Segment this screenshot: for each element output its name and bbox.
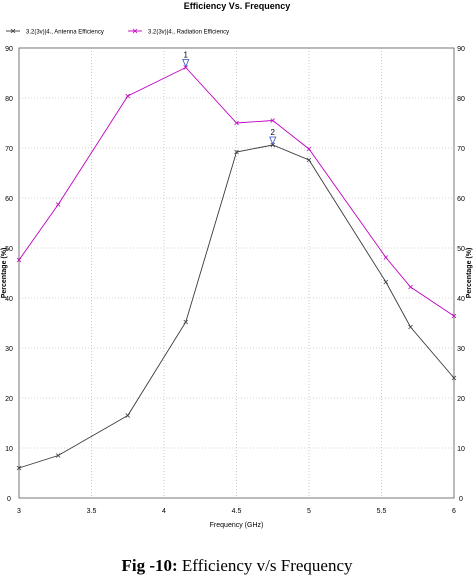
x-tick-label: 4.5 <box>232 508 242 515</box>
data-point-series-1 <box>16 465 22 471</box>
data-point-series-1 <box>451 375 457 381</box>
y-tick-label-left: 80 <box>5 96 13 103</box>
y-tick-label-right: 30 <box>457 346 465 353</box>
y-tick-label-left: 0 <box>7 496 11 503</box>
x-tick-label: 5.5 <box>377 508 387 515</box>
x-tick-label: 6 <box>452 508 456 515</box>
data-point-series-2 <box>306 146 312 152</box>
y-tick-label-right: 40 <box>457 296 465 303</box>
data-point-series-1 <box>306 157 312 163</box>
x-tick-label: 5 <box>307 508 311 515</box>
y-tick-label-right: 50 <box>457 246 465 253</box>
chart-title: Efficiency Vs. Frequency <box>183 1 291 11</box>
y-tick-label-left: 90 <box>5 46 13 53</box>
y-tick-label-right: 80 <box>457 96 465 103</box>
legend-label-2: 3.2(3v)|4., Radiation Efficiency <box>148 30 229 36</box>
data-point-series-1 <box>408 324 413 330</box>
efficiency-chart: 0 0 10 10 20 20 30 30 40 40 50 50 60 60 70 70 80 80 90 90 3 3… <box>1 28 473 529</box>
data-point-series-2 <box>125 93 131 99</box>
data-point-series-1 <box>125 413 131 418</box>
y-axis-label-left: Percentage (%) <box>1 248 8 299</box>
x-tick-label: 3 <box>17 508 21 515</box>
marker-label: 2 <box>271 128 276 137</box>
y-tick-label-right: 90 <box>457 46 465 53</box>
data-point-series-2 <box>451 313 457 319</box>
y-tick-label-left: 10 <box>5 446 13 453</box>
y-tick-label-right: 0 <box>459 496 463 503</box>
y-tick-label-left: 20 <box>5 396 13 403</box>
y-tick-label-left: 30 <box>5 346 13 353</box>
y-tick-label-left: 70 <box>5 146 13 153</box>
x-tick-label: 3.5 <box>87 508 97 515</box>
data-point-series-1 <box>55 453 61 458</box>
y-tick-label-left: 60 <box>5 196 13 203</box>
data-point-series-2 <box>408 284 413 290</box>
legend-marker-2 <box>132 28 138 34</box>
data-point-series-1 <box>383 279 389 285</box>
y-tick-label-right: 70 <box>457 146 465 153</box>
data-point-series-2 <box>234 120 239 126</box>
data-point-series-2 <box>383 255 389 260</box>
caption-prefix: Fig -10: <box>121 556 178 575</box>
x-axis-label: Frequency (GHz) <box>210 522 264 529</box>
figure-caption: Fig -10: Efficiency v/s Frequency <box>0 556 474 576</box>
data-point-series-1 <box>183 319 189 325</box>
legend-label-1: 3.2(3v)|4., Antenna Efficiency <box>26 30 104 36</box>
y-axis-label-right: Percentage (%) <box>466 248 473 299</box>
data-point-series-2 <box>270 118 276 123</box>
marker-triangle <box>269 136 277 146</box>
y-tick-label-right: 60 <box>457 196 465 203</box>
series-line-2 <box>18 66 455 317</box>
data-point-series-2 <box>16 257 22 263</box>
data-point-series-1 <box>234 149 239 155</box>
marker-label: 1 <box>184 51 189 60</box>
y-tick-label-right: 10 <box>457 446 465 453</box>
y-tick-label-left: 40 <box>5 296 13 303</box>
marker-triangle <box>182 59 190 68</box>
legend-marker-1 <box>10 28 16 34</box>
data-point-series-2 <box>55 202 61 207</box>
x-tick-label: 4 <box>162 508 166 515</box>
caption-text: Efficiency v/s Frequency <box>177 556 353 575</box>
y-tick-label-left: 50 <box>5 246 13 253</box>
y-tick-label-right: 20 <box>457 396 465 403</box>
series-line-1 <box>18 144 455 469</box>
